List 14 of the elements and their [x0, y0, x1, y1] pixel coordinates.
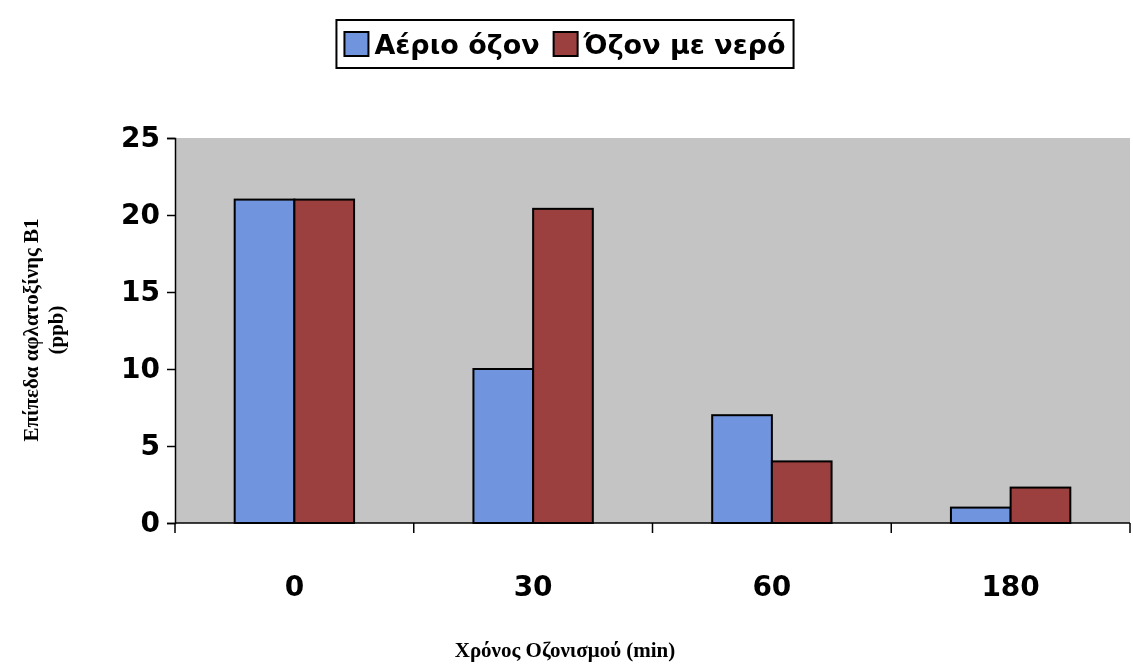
y-tick-label: 5	[140, 429, 160, 463]
y-tick-label: 25	[121, 121, 160, 155]
x-tick-label: 0	[284, 570, 305, 603]
x-tick-label: 30	[513, 570, 553, 603]
y-tick-label: 15	[121, 275, 160, 309]
y-axis-title: Επίπεδα αφλατοξίνης Β1 (ppb)	[19, 218, 68, 442]
y-tick-label: 0	[140, 506, 160, 540]
legend-label: Όζον με νερό	[582, 29, 786, 60]
y-tick-label: 20	[121, 198, 160, 232]
x-tick-label: 60	[752, 570, 792, 603]
y-tick-label: 10	[121, 352, 160, 386]
legend-label: Αέριο όζον	[374, 29, 540, 60]
x-axis-title: Χρόνος Οζονισμού (min)	[454, 638, 676, 662]
x-tick-label: 180	[981, 570, 1040, 603]
